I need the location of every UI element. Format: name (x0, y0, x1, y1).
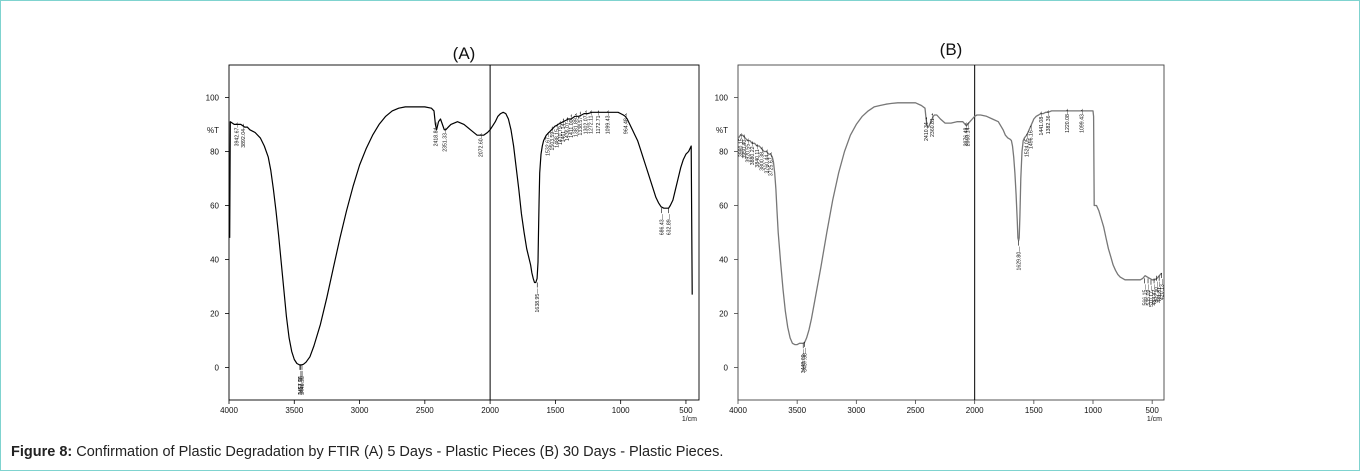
peak-label: 1381.89— (574, 112, 580, 137)
peak-label: 2076.48— (964, 122, 970, 147)
peak-label: 1302.07— (583, 110, 589, 135)
figure-caption: Figure 8: Confirmation of Plastic Degrad… (11, 444, 723, 460)
peak-label: 535.09— (1146, 284, 1152, 306)
peak-label: 1629.80— (1017, 246, 1023, 271)
caption-label: Figure 8: (11, 444, 73, 460)
peak-label: 1099.43— (606, 110, 612, 135)
peak-label: 1532.67— (546, 131, 552, 156)
peak-label: 420.13— (1160, 278, 1166, 300)
peak-label: 686.43— (660, 213, 666, 235)
peak-label: 2418.84— (433, 122, 439, 147)
peak-label: 3942.67— (235, 122, 241, 147)
peak-label: 3457.55— (298, 370, 304, 395)
y-tick-label: 80 (210, 147, 219, 156)
peak-label: 1220.08— (1065, 108, 1071, 133)
y-tick-label: 60 (210, 201, 219, 210)
x-tick-label: 2500 (907, 406, 925, 415)
spectrum-line (738, 102, 1163, 346)
peak-label: 3880.22— (750, 141, 756, 166)
chart-title: (B) (940, 40, 963, 59)
peak-label: 2072.60— (479, 132, 485, 157)
peak-label: 964.48— (623, 112, 629, 134)
peak-label: 1338.57— (578, 111, 584, 136)
plot-area (228, 64, 700, 401)
peak-label: 3448.69— (801, 349, 807, 374)
peak-label: 1436.07— (565, 116, 571, 141)
y-tick-label: 20 (210, 310, 219, 319)
x-tick-label: 2000 (481, 406, 499, 415)
x-unit-label: 1/cm (682, 416, 697, 421)
x-tick-label: 1000 (1084, 406, 1102, 415)
peak-label: 632.89— (667, 213, 673, 235)
y-tick-label: 40 (719, 256, 728, 265)
x-tick-label: 500 (679, 406, 693, 415)
peak-label: 1470.79— (558, 120, 564, 145)
peak-label: 3840.11— (755, 143, 761, 167)
peak-label: 2351.33— (442, 127, 448, 152)
x-tick-label: 1500 (546, 406, 564, 415)
peak-label: 3760.44— (764, 149, 770, 174)
peak-label: 1272.11— (589, 109, 595, 133)
y-tick-label: 60 (719, 201, 728, 210)
y-axis-label: %T (207, 126, 219, 135)
x-tick-label: 1000 (612, 406, 630, 415)
peak-label: 3980.15— (738, 132, 744, 157)
peak-label: 1496.16— (1028, 124, 1034, 149)
y-tick-label: 0 (215, 364, 220, 373)
peak-label: 1503.59— (550, 126, 556, 151)
x-tick-label: 3000 (847, 406, 865, 415)
peak-label: 3800.38— (760, 146, 766, 171)
peak-label: 1172.71— (596, 109, 602, 133)
peak-label: 1524.05— (1025, 132, 1031, 157)
x-tick-label: 2500 (416, 406, 434, 415)
y-tick-label: 40 (210, 256, 219, 265)
plot-area (737, 64, 1165, 401)
chart-title: (A) (453, 44, 476, 63)
y-tick-label: 20 (719, 310, 728, 319)
peak-label: 2360.81— (930, 112, 936, 137)
peak-label: 510.17— (1149, 285, 1155, 307)
x-tick-label: 3000 (351, 406, 369, 415)
peak-label: 1441.08— (1039, 111, 1045, 136)
peak-label: 3440.90— (300, 370, 306, 395)
peak-label: 2410.34— (924, 116, 930, 141)
x-tick-label: 2000 (966, 406, 984, 415)
x-tick-label: 3500 (788, 406, 806, 415)
x-tick-label: 3500 (285, 406, 303, 415)
y-tick-label: 100 (715, 93, 729, 102)
y-axis-label: %T (716, 126, 728, 135)
peak-label: 441.51— (1157, 281, 1163, 303)
spectrum-line (229, 106, 693, 366)
peak-label: 1461.14— (561, 118, 567, 143)
peak-label: 3437.38— (803, 347, 809, 372)
peak-label: 566.15— (1142, 284, 1148, 306)
x-tick-label: 4000 (729, 406, 747, 415)
ftir-figure: (A) 0 20 40 60 80 100 %T 4000 3500 3000 2500 2000 150… (206, 40, 1166, 421)
caption-text: Confirmation of Plastic Degradation by F… (76, 444, 724, 460)
chart-panel-b: (B) 0 20 40 60 80 100 %T 4000 3500 3000 2500 2000 150… (715, 40, 1166, 421)
peak-label: 3451.76— (299, 370, 305, 395)
peak-label: 3892.04— (241, 123, 247, 148)
peak-label: 2060.14— (966, 122, 972, 147)
peak-label: 462.30— (1155, 281, 1161, 303)
peak-label: 1638.95— (535, 288, 541, 313)
peak-label: 3950.40— (742, 134, 748, 159)
x-tick-label: 4000 (220, 406, 238, 415)
peak-label: 1411.00— (569, 113, 575, 137)
peak-label: 1099.43— (1079, 108, 1085, 133)
peak-label: 1382.36— (1046, 110, 1052, 135)
y-tick-label: 80 (719, 147, 728, 156)
y-tick-label: 0 (724, 364, 729, 373)
x-tick-label: 500 (1145, 406, 1159, 415)
peak-label: 3920.55— (746, 138, 752, 163)
peak-label: 484.47— (1152, 284, 1158, 306)
chart-panel-a: (A) 0 20 40 60 80 100 %T 4000 3500 3000 2500 2000 150… (206, 44, 700, 421)
peak-label: 3725.67— (769, 151, 775, 176)
peak-label: 1488.15— (554, 123, 560, 148)
y-tick-label: 100 (206, 93, 220, 102)
x-tick-label: 1500 (1025, 406, 1043, 415)
x-unit-label: 1/cm (1147, 416, 1162, 421)
